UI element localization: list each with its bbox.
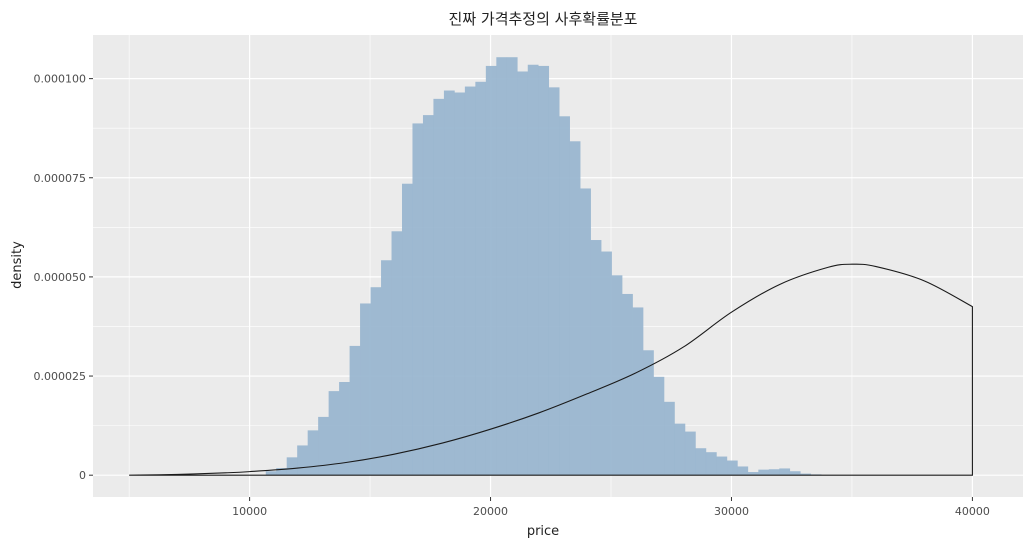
- x-tick-label: 40000: [955, 505, 990, 518]
- y-axis-ticks: 0 0.000025 0.000050 0.000075 0.000100: [34, 73, 93, 482]
- histogram-bar: [653, 376, 665, 476]
- y-tick-label: 0.000050: [34, 271, 87, 284]
- chart-title: 진짜 가격추정의 사후확률분포: [449, 10, 638, 28]
- x-tick-label: 30000: [714, 505, 749, 518]
- histogram-bar: [716, 456, 728, 476]
- histogram-bar: [758, 469, 770, 476]
- histogram-bar: [412, 123, 424, 476]
- x-axis-ticks: 10000 20000 30000 40000: [232, 497, 990, 518]
- x-tick-label: 10000: [232, 505, 267, 518]
- histogram-bar: [360, 303, 371, 476]
- histogram-bar: [611, 275, 623, 476]
- histogram-bar: [726, 460, 738, 476]
- histogram-bar: [548, 87, 560, 476]
- histogram-bar: [527, 64, 539, 476]
- histogram-bar: [307, 430, 319, 476]
- histogram-bar: [601, 251, 612, 476]
- histogram-bar: [538, 65, 550, 476]
- histogram-bar: [391, 231, 403, 476]
- histogram-bar: [622, 293, 633, 476]
- histogram-bar: [318, 416, 329, 476]
- histogram-bar: [779, 468, 791, 476]
- histogram-bar: [454, 92, 466, 476]
- x-tick-label: 20000: [473, 505, 508, 518]
- histogram-bar: [632, 307, 644, 476]
- histogram-bar: [705, 452, 717, 476]
- density-curve: [129, 263, 973, 476]
- histogram-bar: [559, 116, 570, 476]
- y-tick-label: 0: [79, 469, 86, 482]
- histogram-bar: [695, 448, 707, 476]
- histogram-bar: [517, 71, 529, 476]
- histogram-bar: [297, 445, 308, 476]
- y-tick-label: 0.000075: [34, 172, 87, 185]
- histogram-bar: [643, 350, 654, 476]
- histogram-bar: [485, 65, 497, 476]
- histogram-bar: [664, 401, 675, 476]
- histogram-bar: [349, 345, 361, 476]
- histogram-bar: [737, 466, 749, 476]
- histogram-bar: [328, 391, 340, 476]
- x-axis-label: price: [527, 524, 559, 539]
- histogram-bar: [401, 183, 413, 476]
- y-tick-label: 0.000025: [34, 370, 87, 383]
- histogram-bar: [464, 86, 476, 476]
- histogram-bar: [265, 471, 277, 476]
- histogram-bar: [381, 260, 392, 476]
- histogram-bar: [370, 287, 382, 476]
- histogram-bar: [580, 188, 591, 476]
- histogram-bar: [339, 381, 350, 476]
- histogram-bar: [569, 141, 581, 476]
- density-curve-line: [129, 263, 973, 476]
- histogram-bar: [590, 240, 602, 476]
- histogram-bar: [747, 472, 759, 476]
- histogram-bar: [800, 473, 812, 476]
- histogram-bar: [433, 98, 445, 476]
- y-tick-label: 0.000100: [34, 73, 87, 86]
- histogram-bar: [674, 423, 686, 476]
- histogram-bar: [789, 471, 801, 476]
- histogram-bar: [443, 90, 455, 476]
- histogram-bar: [496, 57, 508, 476]
- histogram-bar: [768, 469, 780, 476]
- y-axis-label: density: [10, 241, 25, 289]
- histogram-bar: [684, 431, 696, 476]
- histogram-bars: [265, 57, 822, 476]
- histogram-bar: [506, 57, 518, 476]
- histogram-bar: [276, 468, 288, 476]
- histogram-bar: [286, 457, 298, 476]
- histogram-bar: [422, 115, 434, 476]
- histogram-bar: [475, 81, 487, 476]
